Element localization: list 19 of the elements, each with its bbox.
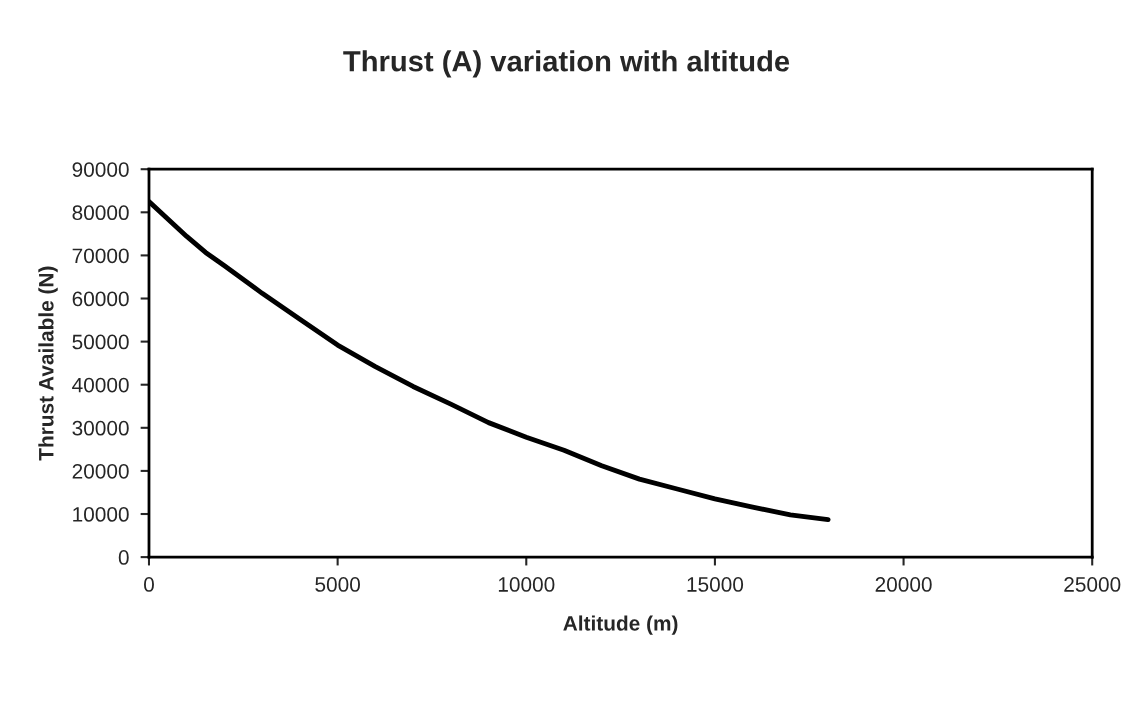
y-axis-title: Thrust Available (N) xyxy=(38,266,58,461)
y-tick-label: 10000 xyxy=(73,507,129,522)
x-tick-label: 15000 xyxy=(687,577,744,592)
y-tick-label: 40000 xyxy=(72,377,129,393)
chart-title: Thrust (A) variation with altitude xyxy=(343,50,790,78)
y-tick-label: 80000 xyxy=(72,205,129,221)
x-tick-label: 5000 xyxy=(315,577,360,592)
x-tick-label: 10000 xyxy=(498,577,555,592)
y-tick-label: 0 xyxy=(118,550,129,565)
y-tick-label: 60000 xyxy=(72,291,129,307)
y-tick-label: 70000 xyxy=(72,248,129,264)
y-tick-label: 50000 xyxy=(72,334,129,350)
y-tick-label: 90000 xyxy=(72,162,129,177)
x-tick-label: 0 xyxy=(144,577,154,592)
x-tick-label: 20000 xyxy=(875,577,932,592)
x-axis-title: Altitude (m) xyxy=(563,615,678,635)
y-tick-label: 20000 xyxy=(72,463,129,479)
x-tick-label: 25000 xyxy=(1064,577,1121,592)
y-tick-label: 30000 xyxy=(72,420,129,436)
